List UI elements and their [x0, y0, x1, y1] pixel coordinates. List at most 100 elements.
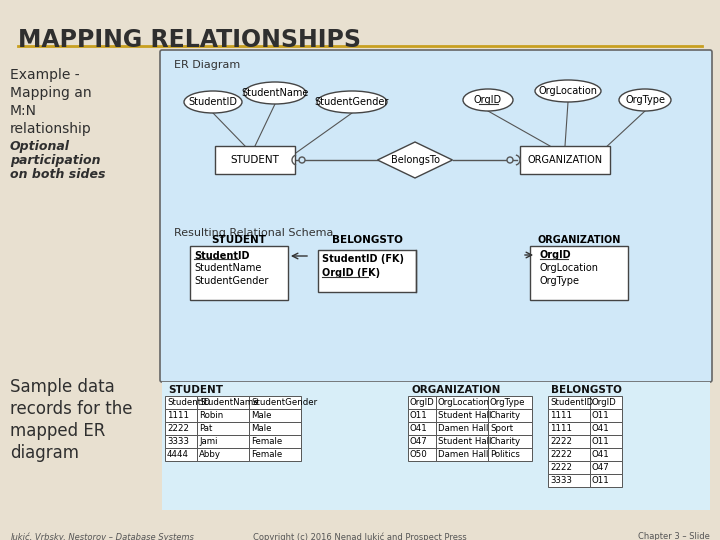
- Text: M:N: M:N: [10, 104, 37, 118]
- Bar: [488, 409, 532, 422]
- Text: Pat: Pat: [199, 424, 212, 433]
- Text: Chapter 3 – Slide: Chapter 3 – Slide: [638, 532, 710, 540]
- Bar: [548, 448, 590, 461]
- Text: STUDENT: STUDENT: [168, 385, 223, 395]
- Text: BELONGSTO: BELONGSTO: [332, 235, 402, 245]
- Text: 3333: 3333: [167, 437, 189, 446]
- Bar: [197, 422, 249, 435]
- Text: OrgType: OrgType: [625, 95, 665, 105]
- Text: Politics: Politics: [490, 450, 520, 459]
- Text: relationship: relationship: [10, 122, 91, 136]
- Text: Mapping an: Mapping an: [10, 86, 91, 100]
- Bar: [436, 396, 488, 409]
- Text: Damen Hall: Damen Hall: [438, 450, 488, 459]
- FancyBboxPatch shape: [160, 50, 712, 382]
- Bar: [165, 448, 197, 461]
- Bar: [197, 448, 249, 461]
- Bar: [548, 422, 590, 435]
- Text: ORGANIZATION: ORGANIZATION: [537, 235, 621, 245]
- Circle shape: [299, 157, 305, 163]
- Text: StudentName: StudentName: [241, 88, 309, 98]
- Text: OrgType: OrgType: [490, 398, 526, 407]
- Text: OrgID: OrgID: [540, 250, 572, 260]
- Bar: [249, 422, 301, 435]
- Text: Male: Male: [251, 424, 271, 433]
- Text: OrgLocation: OrgLocation: [539, 86, 598, 96]
- Bar: [590, 422, 622, 435]
- Text: O11: O11: [592, 476, 610, 485]
- Text: O41: O41: [592, 424, 610, 433]
- Text: Robin: Robin: [199, 411, 223, 420]
- Ellipse shape: [317, 91, 387, 113]
- Ellipse shape: [244, 82, 306, 104]
- Text: O47: O47: [592, 463, 610, 472]
- Text: StudentID: StudentID: [194, 251, 250, 261]
- Text: OrgID: OrgID: [474, 95, 502, 105]
- Text: 4444: 4444: [167, 450, 189, 459]
- Text: ORGANIZATION: ORGANIZATION: [411, 385, 500, 395]
- Text: records for the: records for the: [10, 400, 132, 418]
- Text: MAPPING RELATIONSHIPS: MAPPING RELATIONSHIPS: [18, 28, 361, 52]
- Text: StudentGender: StudentGender: [194, 276, 269, 286]
- Bar: [408, 448, 436, 461]
- Bar: [165, 409, 197, 422]
- Text: StudentGender: StudentGender: [315, 97, 390, 107]
- Text: Optional: Optional: [10, 140, 70, 153]
- Text: OrgID (FK): OrgID (FK): [322, 268, 380, 278]
- Bar: [436, 448, 488, 461]
- Text: Charity: Charity: [490, 437, 521, 446]
- Bar: [488, 422, 532, 435]
- Text: Sample data: Sample data: [10, 378, 114, 396]
- Text: ORGANIZATION: ORGANIZATION: [528, 155, 603, 165]
- Text: OrgLocation: OrgLocation: [438, 398, 490, 407]
- Text: StudentID: StudentID: [550, 398, 593, 407]
- Text: 3333: 3333: [550, 476, 572, 485]
- Text: StudentName: StudentName: [199, 398, 258, 407]
- Text: 2222: 2222: [550, 463, 572, 472]
- Text: O50: O50: [410, 450, 428, 459]
- Text: StudentID: StudentID: [189, 97, 238, 107]
- Text: O11: O11: [592, 437, 610, 446]
- Bar: [165, 422, 197, 435]
- Bar: [249, 435, 301, 448]
- Ellipse shape: [184, 91, 242, 113]
- Bar: [436, 435, 488, 448]
- Polygon shape: [377, 142, 452, 178]
- Text: StudentGender: StudentGender: [251, 398, 317, 407]
- Bar: [408, 396, 436, 409]
- Text: Jami: Jami: [199, 437, 217, 446]
- Text: Student Hall: Student Hall: [438, 411, 491, 420]
- Circle shape: [507, 157, 513, 163]
- Bar: [548, 409, 590, 422]
- Bar: [590, 409, 622, 422]
- Bar: [590, 396, 622, 409]
- Bar: [249, 409, 301, 422]
- Bar: [197, 396, 249, 409]
- Text: O41: O41: [592, 450, 610, 459]
- Text: STUDENT: STUDENT: [212, 235, 266, 245]
- Text: OrgID: OrgID: [410, 398, 435, 407]
- Text: 2222: 2222: [550, 437, 572, 446]
- Text: O47: O47: [410, 437, 428, 446]
- Text: O11: O11: [592, 411, 610, 420]
- Text: 2222: 2222: [167, 424, 189, 433]
- Bar: [249, 396, 301, 409]
- Bar: [488, 448, 532, 461]
- Text: 1111: 1111: [167, 411, 189, 420]
- Bar: [488, 396, 532, 409]
- Text: Example -: Example -: [10, 68, 80, 82]
- Text: BELONGSTO: BELONGSTO: [551, 385, 622, 395]
- Text: diagram: diagram: [10, 444, 79, 462]
- Bar: [590, 435, 622, 448]
- Text: Charity: Charity: [490, 411, 521, 420]
- Text: Male: Male: [251, 411, 271, 420]
- Text: Student Hall: Student Hall: [438, 437, 491, 446]
- Text: Resulting Relational Schema: Resulting Relational Schema: [174, 228, 333, 238]
- Text: OrgType: OrgType: [540, 276, 580, 286]
- Text: Damen Hall: Damen Hall: [438, 424, 488, 433]
- Text: Jukić, Vrbsky, Nestorov – Database Systems: Jukić, Vrbsky, Nestorov – Database Syste…: [10, 532, 194, 540]
- Bar: [215, 146, 295, 174]
- Text: 1111: 1111: [550, 424, 572, 433]
- Bar: [249, 448, 301, 461]
- Text: StudentName: StudentName: [194, 263, 261, 273]
